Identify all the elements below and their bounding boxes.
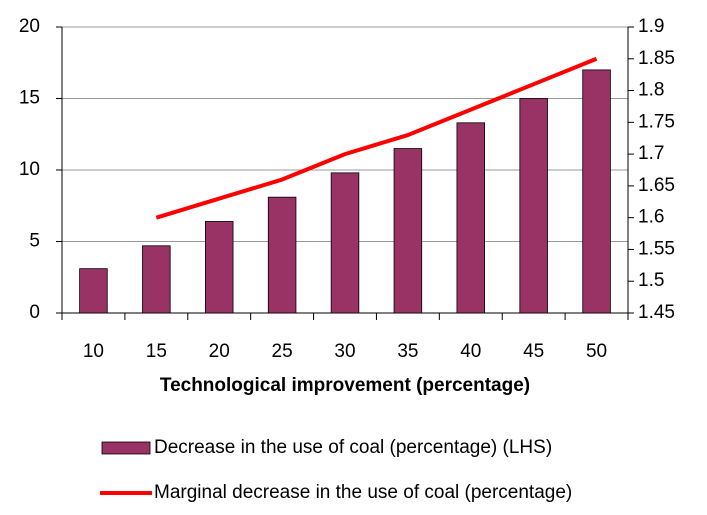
- y2-tick-label: 1.7: [638, 143, 664, 164]
- legend-label: Decrease in the use of coal (percentage)…: [154, 437, 552, 458]
- y-tick-label: 20: [19, 16, 40, 37]
- y2-tick-label: 1.75: [638, 111, 675, 132]
- x-tick-label: 45: [523, 341, 544, 362]
- y-tick-label: 5: [29, 231, 40, 252]
- bar: [142, 245, 171, 314]
- y2-tick-label: 1.5: [638, 270, 664, 291]
- y2-tick-label: 1.45: [638, 302, 675, 323]
- bar: [79, 268, 108, 314]
- x-tick-label: 30: [334, 341, 355, 362]
- y2-tick-label: 1.9: [638, 16, 664, 37]
- y-tick-label: 0: [29, 302, 40, 323]
- x-tick-label: 10: [83, 341, 104, 362]
- x-tick-label: 35: [397, 341, 418, 362]
- y-tick-label: 10: [19, 159, 40, 180]
- x-tick-label: 40: [460, 341, 481, 362]
- legend-label: Marginal decrease in the use of coal (pe…: [154, 482, 572, 503]
- line: [155, 56, 598, 220]
- bar: [582, 69, 611, 314]
- x-axis-title: Technological improvement (percentage): [160, 375, 530, 396]
- bar: [267, 196, 297, 314]
- x-tick-label: 50: [586, 341, 607, 362]
- y2-tick-label: 1.8: [638, 80, 664, 101]
- y2-tick-label: 1.6: [638, 207, 664, 228]
- bar: [456, 122, 486, 314]
- bar: [393, 148, 423, 314]
- legend-swatch: [101, 441, 151, 455]
- y2-tick-label: 1.85: [638, 48, 675, 69]
- bar: [330, 172, 360, 314]
- bar: [519, 98, 548, 314]
- y-tick-label: 15: [19, 88, 40, 109]
- x-tick-label: 20: [209, 341, 230, 362]
- bar: [204, 221, 234, 314]
- y2-tick-label: 1.55: [638, 238, 675, 259]
- x-tick-label: 15: [146, 341, 167, 362]
- y2-tick-label: 1.65: [638, 175, 675, 196]
- x-tick-label: 25: [272, 341, 293, 362]
